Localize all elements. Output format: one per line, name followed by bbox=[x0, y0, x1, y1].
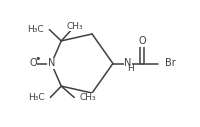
Text: CH₃: CH₃ bbox=[80, 93, 96, 102]
Text: O: O bbox=[138, 36, 146, 46]
Text: CH₃: CH₃ bbox=[67, 22, 83, 31]
Text: N: N bbox=[124, 59, 131, 68]
Text: H: H bbox=[128, 64, 134, 73]
Text: H₃C: H₃C bbox=[27, 25, 44, 34]
Text: •: • bbox=[35, 54, 41, 64]
Text: Br: Br bbox=[165, 59, 175, 68]
Text: H₃C: H₃C bbox=[28, 93, 45, 102]
Text: O: O bbox=[29, 59, 37, 68]
Text: N: N bbox=[48, 59, 55, 68]
